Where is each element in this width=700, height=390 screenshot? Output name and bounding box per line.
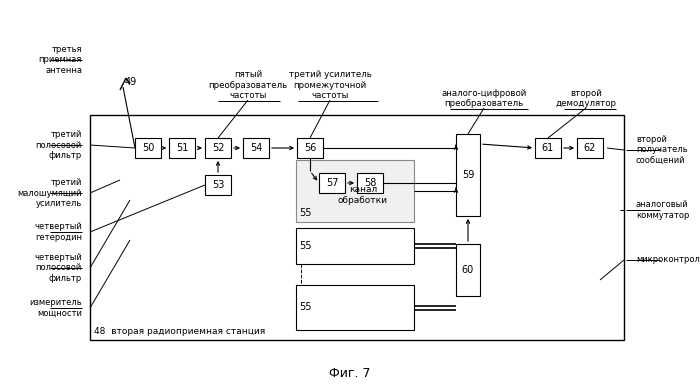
Bar xyxy=(535,138,561,158)
Text: 51: 51 xyxy=(176,143,188,153)
Text: 52: 52 xyxy=(211,143,224,153)
Text: 49: 49 xyxy=(125,77,137,87)
Text: третий
малошумящий
усилитель: третий малошумящий усилитель xyxy=(18,178,82,208)
Text: 58: 58 xyxy=(364,178,376,188)
Text: третий усилитель
промежуточной
частоты: третий усилитель промежуточной частоты xyxy=(288,70,372,100)
Text: измеритель
мощности: измеритель мощности xyxy=(29,298,82,318)
Text: 60: 60 xyxy=(462,265,474,275)
Text: 62: 62 xyxy=(584,143,596,153)
Text: третий
полосовой
фильтр: третий полосовой фильтр xyxy=(36,130,82,160)
Bar xyxy=(297,138,323,158)
Text: аналоговый
коммутатор: аналоговый коммутатор xyxy=(636,200,690,220)
Text: 50: 50 xyxy=(142,143,154,153)
Bar xyxy=(205,175,231,195)
Text: 55: 55 xyxy=(299,241,312,251)
Bar xyxy=(319,173,345,193)
Bar xyxy=(577,138,603,158)
Text: аналого-цифровой
преобразователь: аналого-цифровой преобразователь xyxy=(441,89,526,108)
Bar xyxy=(456,244,480,296)
Text: 55: 55 xyxy=(299,303,312,312)
Bar xyxy=(296,160,414,222)
Bar xyxy=(296,285,414,330)
Text: 53: 53 xyxy=(212,180,224,190)
Text: 55: 55 xyxy=(299,208,312,218)
Bar xyxy=(205,138,231,158)
Text: второй
получатель
сообщений: второй получатель сообщений xyxy=(636,135,687,165)
Text: 59: 59 xyxy=(462,170,474,180)
Text: 48  вторая радиоприемная станция: 48 вторая радиоприемная станция xyxy=(94,327,265,336)
Text: третья
приемная
антенна: третья приемная антенна xyxy=(38,45,82,75)
Text: 57: 57 xyxy=(326,178,338,188)
Text: микроконтроллер: микроконтроллер xyxy=(636,255,700,264)
Text: 54: 54 xyxy=(250,143,262,153)
Bar xyxy=(90,115,624,340)
Bar xyxy=(243,138,269,158)
Text: четвертый
гетеродин: четвертый гетеродин xyxy=(34,222,82,242)
Text: второй
демодулятор: второй демодулятор xyxy=(556,89,617,108)
Text: канал
обработки: канал обработки xyxy=(338,185,388,205)
Text: пятый
преобразователь
частоты: пятый преобразователь частоты xyxy=(209,70,288,100)
Bar xyxy=(296,228,414,264)
Text: 61: 61 xyxy=(542,143,554,153)
Bar xyxy=(357,173,383,193)
Text: Фиг. 7: Фиг. 7 xyxy=(329,367,371,380)
Bar xyxy=(135,138,161,158)
Bar xyxy=(169,138,195,158)
Text: 56: 56 xyxy=(304,143,316,153)
Text: четвертый
полосовой
фильтр: четвертый полосовой фильтр xyxy=(34,253,82,283)
Bar xyxy=(456,134,480,216)
